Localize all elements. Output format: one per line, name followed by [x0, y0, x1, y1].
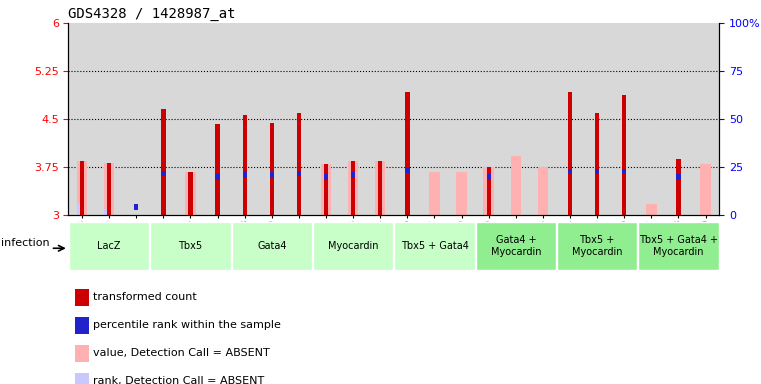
Bar: [348, 161, 358, 215]
Bar: [75, 372, 90, 384]
FancyBboxPatch shape: [557, 222, 637, 270]
Bar: [677, 174, 680, 180]
Bar: [324, 164, 328, 215]
FancyBboxPatch shape: [69, 222, 149, 270]
Bar: [243, 172, 247, 178]
Bar: [568, 169, 572, 174]
Bar: [429, 172, 440, 215]
Text: Myocardin: Myocardin: [328, 241, 378, 251]
Text: infection: infection: [2, 238, 50, 248]
Text: Tbx5 + Gata4: Tbx5 + Gata4: [400, 241, 469, 251]
Bar: [243, 114, 247, 215]
Text: percentile rank within the sample: percentile rank within the sample: [94, 320, 282, 330]
Bar: [297, 113, 301, 215]
Bar: [406, 91, 409, 215]
Bar: [161, 170, 165, 176]
Bar: [378, 161, 382, 215]
Bar: [406, 167, 409, 173]
Bar: [104, 162, 114, 215]
Bar: [189, 172, 193, 215]
FancyBboxPatch shape: [231, 222, 312, 270]
Bar: [104, 209, 109, 215]
Bar: [483, 167, 494, 215]
Text: Gata4 +
Myocardin: Gata4 + Myocardin: [491, 235, 541, 257]
Bar: [375, 161, 386, 215]
Bar: [486, 174, 491, 180]
Bar: [595, 113, 599, 215]
Text: value, Detection Call = ABSENT: value, Detection Call = ABSENT: [94, 348, 270, 358]
FancyBboxPatch shape: [638, 222, 718, 270]
Bar: [622, 95, 626, 215]
Text: Tbx5 +
Myocardin: Tbx5 + Myocardin: [572, 235, 622, 257]
Bar: [297, 170, 301, 176]
Bar: [75, 344, 90, 362]
Bar: [77, 204, 81, 215]
FancyBboxPatch shape: [394, 222, 475, 270]
Bar: [75, 289, 90, 306]
Bar: [77, 161, 88, 215]
Text: transformed count: transformed count: [94, 292, 197, 302]
Bar: [107, 162, 111, 215]
Bar: [595, 169, 599, 174]
Bar: [321, 164, 331, 215]
Bar: [215, 174, 220, 180]
Bar: [351, 161, 355, 215]
Bar: [486, 167, 491, 215]
Bar: [646, 204, 657, 215]
Bar: [568, 92, 572, 215]
Bar: [677, 159, 680, 215]
Bar: [538, 167, 548, 215]
Bar: [622, 169, 626, 174]
Text: LacZ: LacZ: [97, 241, 121, 251]
FancyBboxPatch shape: [313, 222, 393, 270]
Text: Tbx5: Tbx5: [178, 241, 202, 251]
Bar: [269, 123, 274, 215]
Text: Tbx5 + Gata4 +
Myocardin: Tbx5 + Gata4 + Myocardin: [639, 235, 718, 257]
Bar: [185, 172, 196, 215]
Bar: [75, 316, 90, 334]
Text: GDS4328 / 1428987_at: GDS4328 / 1428987_at: [68, 7, 236, 21]
Bar: [161, 109, 165, 215]
Bar: [134, 205, 139, 210]
FancyBboxPatch shape: [476, 222, 556, 270]
Bar: [215, 124, 220, 215]
Bar: [324, 174, 328, 180]
Bar: [511, 156, 521, 215]
Bar: [269, 172, 274, 178]
Text: rank, Detection Call = ABSENT: rank, Detection Call = ABSENT: [94, 376, 265, 384]
Bar: [700, 164, 711, 215]
Bar: [457, 172, 466, 215]
FancyBboxPatch shape: [151, 222, 231, 270]
Text: Gata4: Gata4: [257, 241, 287, 251]
Bar: [351, 172, 355, 178]
Bar: [80, 161, 84, 215]
